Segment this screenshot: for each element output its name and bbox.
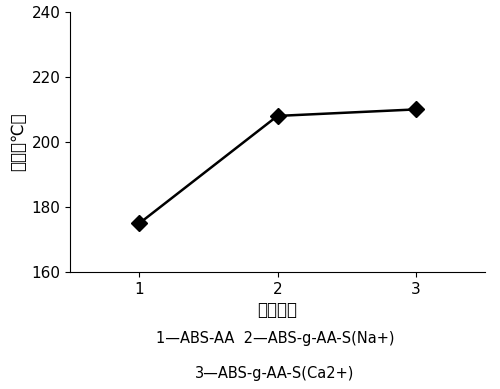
- X-axis label: 接枝样品: 接枝样品: [258, 301, 298, 319]
- Text: 3—ABS-g-AA-S(Ca2+): 3—ABS-g-AA-S(Ca2+): [196, 366, 354, 381]
- Text: 1—ABS-AA  2—ABS-g-AA-S(Na+): 1—ABS-AA 2—ABS-g-AA-S(Na+): [156, 331, 394, 346]
- Y-axis label: 温度（℃）: 温度（℃）: [9, 113, 27, 171]
